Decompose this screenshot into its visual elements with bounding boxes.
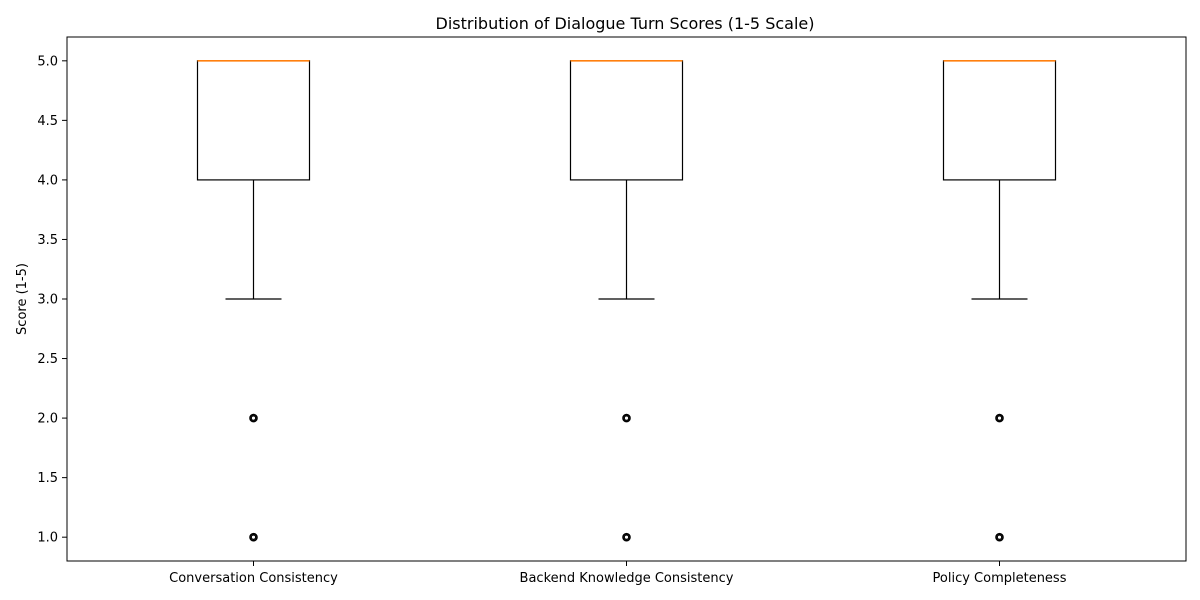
- x-tick-label: Policy Completeness: [933, 571, 1067, 586]
- y-tick-label: 3.5: [37, 233, 58, 248]
- x-tick-label: Conversation Consistency: [169, 571, 338, 586]
- y-tick-label: 1.5: [37, 471, 58, 486]
- outlier-point: [996, 534, 1003, 540]
- plot-frame: [66, 36, 1187, 562]
- y-tick-label: 4.0: [37, 173, 58, 188]
- box-body: [196, 60, 311, 181]
- y-tick-label: 2.5: [37, 352, 58, 367]
- outlier-point: [996, 415, 1003, 421]
- outlier-point: [250, 534, 257, 540]
- plot-layer: 1.0 1.5 2.0 2.5 3.0 3.5 4.0 4.5 5.0 Conversation …: [37, 54, 1066, 586]
- chart-title: Distribution of Dialogue Turn Scores (1-…: [436, 14, 815, 33]
- outlier-point: [249, 532, 258, 542]
- box-body: [942, 60, 1057, 181]
- outlier-point: [623, 415, 630, 421]
- outlier-point: [995, 413, 1004, 423]
- y-tick-label: 3.0: [37, 293, 58, 308]
- y-tick-label: 4.5: [37, 114, 58, 129]
- outlier-point: [622, 532, 631, 542]
- outlier-point: [622, 413, 631, 423]
- y-tick-label: 5.0: [37, 54, 58, 69]
- outlier-point: [250, 415, 257, 421]
- outlier-point: [995, 532, 1004, 542]
- x-tick-label: Backend Knowledge Consistency: [520, 571, 734, 586]
- outlier-point: [249, 413, 258, 423]
- box-body: [569, 60, 684, 181]
- outlier-point: [623, 534, 630, 540]
- y-axis-label: Score (1-5): [15, 263, 30, 335]
- y-tick-label: 2.0: [37, 412, 58, 427]
- y-tick-label: 1.0: [37, 531, 58, 546]
